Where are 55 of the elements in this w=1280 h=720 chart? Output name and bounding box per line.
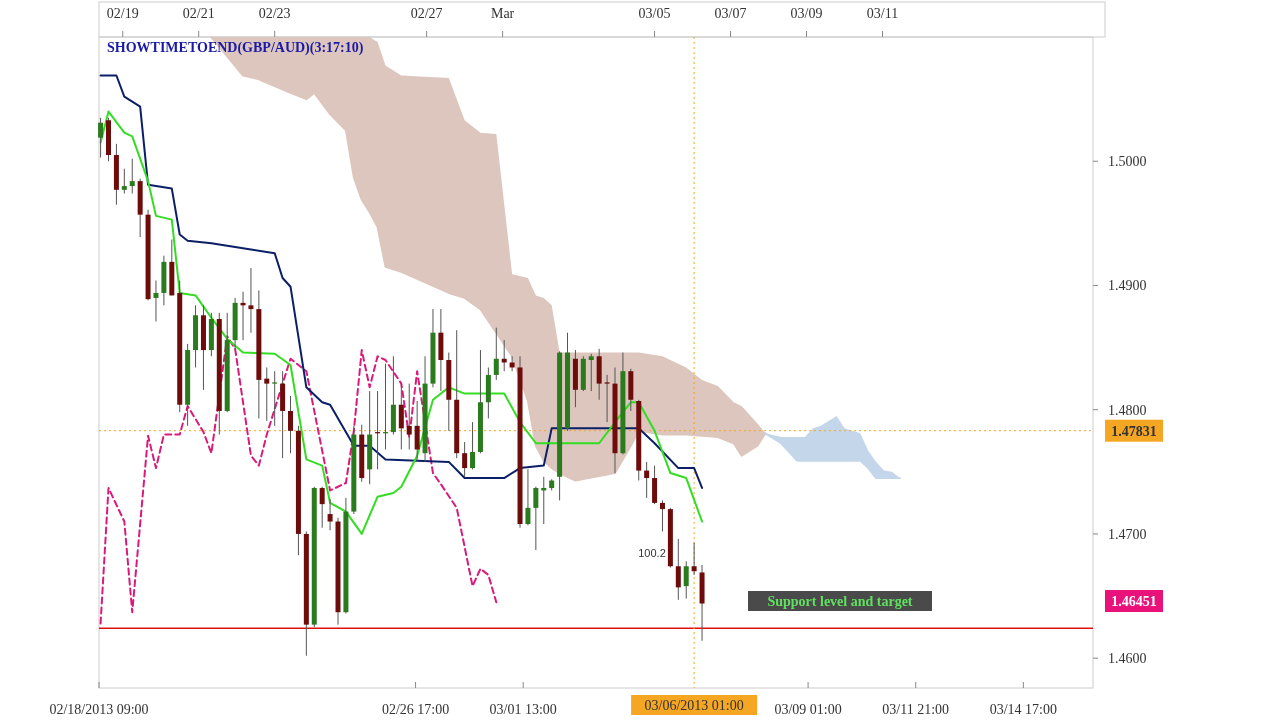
candlestick (683, 560, 689, 600)
x-tick-label: 03/09 01:00 (774, 702, 842, 717)
candlestick (272, 370, 278, 427)
candlestick (414, 400, 420, 463)
candlestick (604, 374, 610, 423)
candlestick (588, 353, 594, 392)
candlestick (675, 538, 681, 601)
x2-tick-label: Mar (490, 6, 515, 21)
x2-tick-label: 02/27 (410, 6, 443, 21)
x-tick-label: 03/01 13:00 (489, 702, 557, 717)
candlestick (319, 486, 325, 529)
x-tick-label: 02/18/2013 09:00 (49, 702, 149, 717)
candlestick (248, 267, 254, 334)
chart-title: SHOWTIMETOEND(GBP/AUD)(3:17:10) (107, 40, 364, 56)
candlestick (644, 461, 650, 499)
y-tick-label: 1.5000 (1108, 154, 1147, 170)
x2-tick-label: 03/11 (866, 6, 899, 21)
candlestick (398, 383, 404, 450)
x2-tick-label: 02/19 (106, 6, 139, 21)
candlestick (525, 468, 531, 526)
candlestick (462, 441, 468, 478)
line-series (99, 74, 704, 489)
candlestick (533, 486, 539, 551)
x2-tick-label: 02/21 (182, 6, 215, 21)
annotation: Support level and target (767, 594, 913, 609)
candlestick (121, 168, 127, 195)
candlestick (98, 117, 104, 159)
ref-line-label: 03/06/2013 01:00 (644, 698, 744, 713)
x2-tick-label: 03/05 (638, 6, 671, 21)
ref-line-label: 1.47831 (1111, 423, 1157, 439)
y-tick-label: 1.4800 (1108, 402, 1147, 418)
candlestick (493, 327, 499, 381)
candlestick (288, 395, 294, 454)
candlestick (470, 421, 476, 470)
candlestick (501, 339, 507, 372)
x2-tick-label: 03/09 (790, 6, 823, 21)
x2-tick-label: 03/07 (714, 6, 747, 21)
x-tick-label: 03/14 17:00 (989, 702, 1057, 717)
candlestick (659, 499, 665, 532)
y-tick-label: 1.4700 (1108, 526, 1147, 542)
x2-tick-label: 02/23 (258, 6, 291, 21)
candlestick (327, 498, 333, 531)
line-series (99, 335, 498, 625)
y-tick-label: 1.4600 (1108, 651, 1147, 667)
line-series (99, 110, 704, 535)
candlestick (153, 280, 159, 322)
candlestick (129, 158, 135, 195)
candlestick (264, 366, 270, 422)
annotation: 100.2 (638, 547, 666, 559)
candlestick (406, 383, 412, 450)
text: 1.46451 (1111, 594, 1157, 609)
candlestick (691, 542, 697, 576)
x-tick-label: 03/11 21:00 (882, 702, 950, 717)
y-tick-label: 1.4900 (1108, 278, 1147, 294)
x-tick-label: 02/26 17:00 (381, 702, 450, 717)
